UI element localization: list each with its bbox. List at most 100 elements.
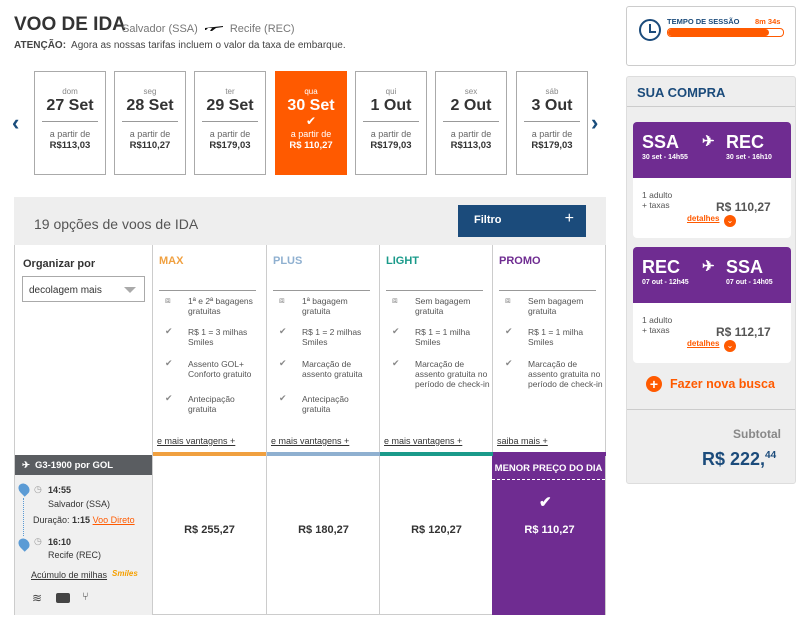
sort-value: decolagem mais: [29, 285, 102, 296]
next-dates-chevron-right-icon[interactable]: ›: [591, 110, 599, 135]
leg-taxes: + taxas: [642, 325, 670, 335]
sort-label: Organizar por: [23, 258, 96, 270]
route-line: [23, 498, 24, 536]
date-price: R$110,27: [129, 140, 171, 151]
date-tile[interactable]: qua 30 Set ✔ a partir de R$ 110,27: [275, 71, 347, 175]
divider: [363, 121, 419, 122]
date-day: 30 Set: [287, 97, 335, 114]
new-search-button[interactable]: + Fazer nova busca: [646, 376, 775, 392]
miles-link[interactable]: Acúmulo de milhas: [31, 570, 108, 580]
leg-origin-time: 07 out - 12h45: [642, 279, 689, 286]
leg-origin-time: 30 set - 14h55: [642, 154, 688, 161]
timer-label: TEMPO DE SESSÃO: [667, 17, 740, 26]
arrival-city: Recife (REC): [48, 550, 102, 560]
cart-leg-header: [633, 247, 791, 303]
route-summary: Salvador (SSA) Recife (REC): [122, 22, 295, 35]
date-day: 27 Set: [46, 97, 94, 114]
subtotal-cents: 44: [765, 450, 777, 461]
divider: [266, 245, 267, 615]
divider: [42, 121, 98, 122]
date-tile[interactable]: ter 29 Set a partir de R$179,03: [194, 71, 266, 175]
leg-passengers: 1 adulto: [642, 315, 673, 325]
leg-details-link[interactable]: detalhes: [687, 339, 720, 348]
clock-icon: ◷: [34, 484, 42, 494]
fare-feature: R$ 1 = 2 milhas Smiles: [302, 327, 362, 347]
notice: ATENÇÃO: Agora as nossas tarifas incluem …: [14, 40, 346, 51]
date-weekday: sex: [464, 87, 478, 96]
fare-feature: 1ª bagagem gratuita: [302, 296, 348, 316]
fare-feature: Assento GOL+ Conforto gratuito: [188, 359, 252, 379]
date-tile[interactable]: sáb 3 Out a partir de R$179,03: [516, 71, 588, 175]
date-price: R$179,03: [531, 140, 573, 151]
check-icon: ✔: [505, 326, 513, 336]
date-day: 3 Out: [531, 97, 573, 114]
baggage-icon: ⧈: [279, 295, 285, 305]
fare-more-link[interactable]: saiba mais +: [497, 436, 548, 446]
fare-more-link[interactable]: e mais vantagens +: [157, 436, 236, 446]
airplane-icon: ✈: [702, 133, 715, 150]
fare-price[interactable]: R$ 180,27: [298, 524, 349, 536]
fare-price[interactable]: R$ 255,27: [184, 524, 235, 536]
new-search-label: Fazer nova busca: [670, 377, 775, 391]
chevron-down-icon[interactable]: ⌄: [724, 215, 736, 227]
date-tile[interactable]: dom 27 Set a partir de R$113,03: [34, 71, 106, 175]
flight-number: G3-1900 por GOL: [34, 460, 114, 471]
flight-type-link[interactable]: Voo Direto: [92, 515, 135, 525]
leg-destination: REC: [726, 132, 765, 152]
baggage-icon: ⧈: [392, 295, 398, 305]
leg-destination-time: 30 set - 16h10: [726, 154, 772, 161]
fare-feature: Antecipação gratuita: [302, 394, 349, 414]
date-weekday: qua: [304, 87, 318, 96]
prev-dates-chevron-left-icon[interactable]: ‹: [12, 110, 20, 135]
duration: Duração: 1:15 Voo Direto: [33, 515, 135, 525]
divider: [499, 290, 596, 291]
leg-destination: SSA: [726, 257, 764, 277]
leg-origin: SSA: [642, 132, 680, 152]
divider: [202, 121, 258, 122]
date-tile[interactable]: seg 28 Set a partir de R$110,27: [114, 71, 186, 175]
fare-color-bar: [380, 452, 493, 456]
chevron-down-icon[interactable]: ⌄: [724, 340, 736, 352]
fare-more-link[interactable]: e mais vantagens +: [384, 436, 463, 446]
divider: [492, 245, 493, 615]
divider: [122, 121, 178, 122]
fare-color-bar: [267, 452, 380, 456]
date-day: 29 Set: [206, 97, 254, 114]
fare-feature: Marcação de assento gratuita: [302, 359, 363, 379]
subtotal-value: R$ 222,44: [702, 449, 776, 470]
filter-button[interactable]: Filtro +: [458, 205, 586, 237]
leg-taxes: + taxas: [642, 200, 670, 210]
date-tile[interactable]: qui 1 Out a partir de R$179,03: [355, 71, 427, 175]
clock-icon: [639, 19, 661, 41]
check-icon: ✔: [279, 393, 287, 403]
date-tile[interactable]: sex 2 Out a partir de R$113,03: [435, 71, 507, 175]
entertainment-icon: [56, 593, 70, 603]
fare-color-bar: [153, 452, 266, 456]
lowest-price-badge: MENOR PREÇO DO DIA: [492, 456, 605, 480]
date-weekday: qui: [385, 87, 397, 96]
promo-price-cell-bg[interactable]: [492, 456, 605, 615]
date-from-label: a partir de: [450, 129, 492, 139]
destination-label: Recife (REC): [229, 22, 295, 35]
date-from-label: a partir de: [129, 129, 171, 139]
date-price: R$179,03: [209, 140, 251, 151]
fare-feature: Antecipação gratuita: [188, 394, 235, 414]
divider: [443, 121, 499, 122]
fare-more-link[interactable]: e mais vantagens +: [271, 436, 350, 446]
airplane-icon: ✈: [702, 258, 715, 275]
leg-price: R$ 112,17: [716, 325, 771, 339]
fare-price[interactable]: R$ 120,27: [411, 524, 462, 536]
plus-icon: +: [564, 210, 574, 227]
notice-text: Agora as nossas tarifas incluem o valor …: [71, 40, 346, 51]
fare-feature: Sem bagagem gratuita: [528, 296, 584, 316]
fare-price[interactable]: R$ 110,27: [524, 524, 575, 536]
cart-title: SUA COMPRA: [637, 85, 726, 100]
sort-select[interactable]: decolagem mais: [22, 276, 145, 302]
session-timer: [626, 6, 796, 66]
notice-label: ATENÇÃO:: [14, 40, 67, 51]
leg-details-link[interactable]: detalhes: [687, 214, 720, 223]
date-day: 28 Set: [126, 97, 174, 114]
date-day: 1 Out: [370, 97, 412, 114]
subtotal-label: Subtotal: [733, 427, 781, 441]
date-price: R$ 110,27: [289, 140, 333, 151]
